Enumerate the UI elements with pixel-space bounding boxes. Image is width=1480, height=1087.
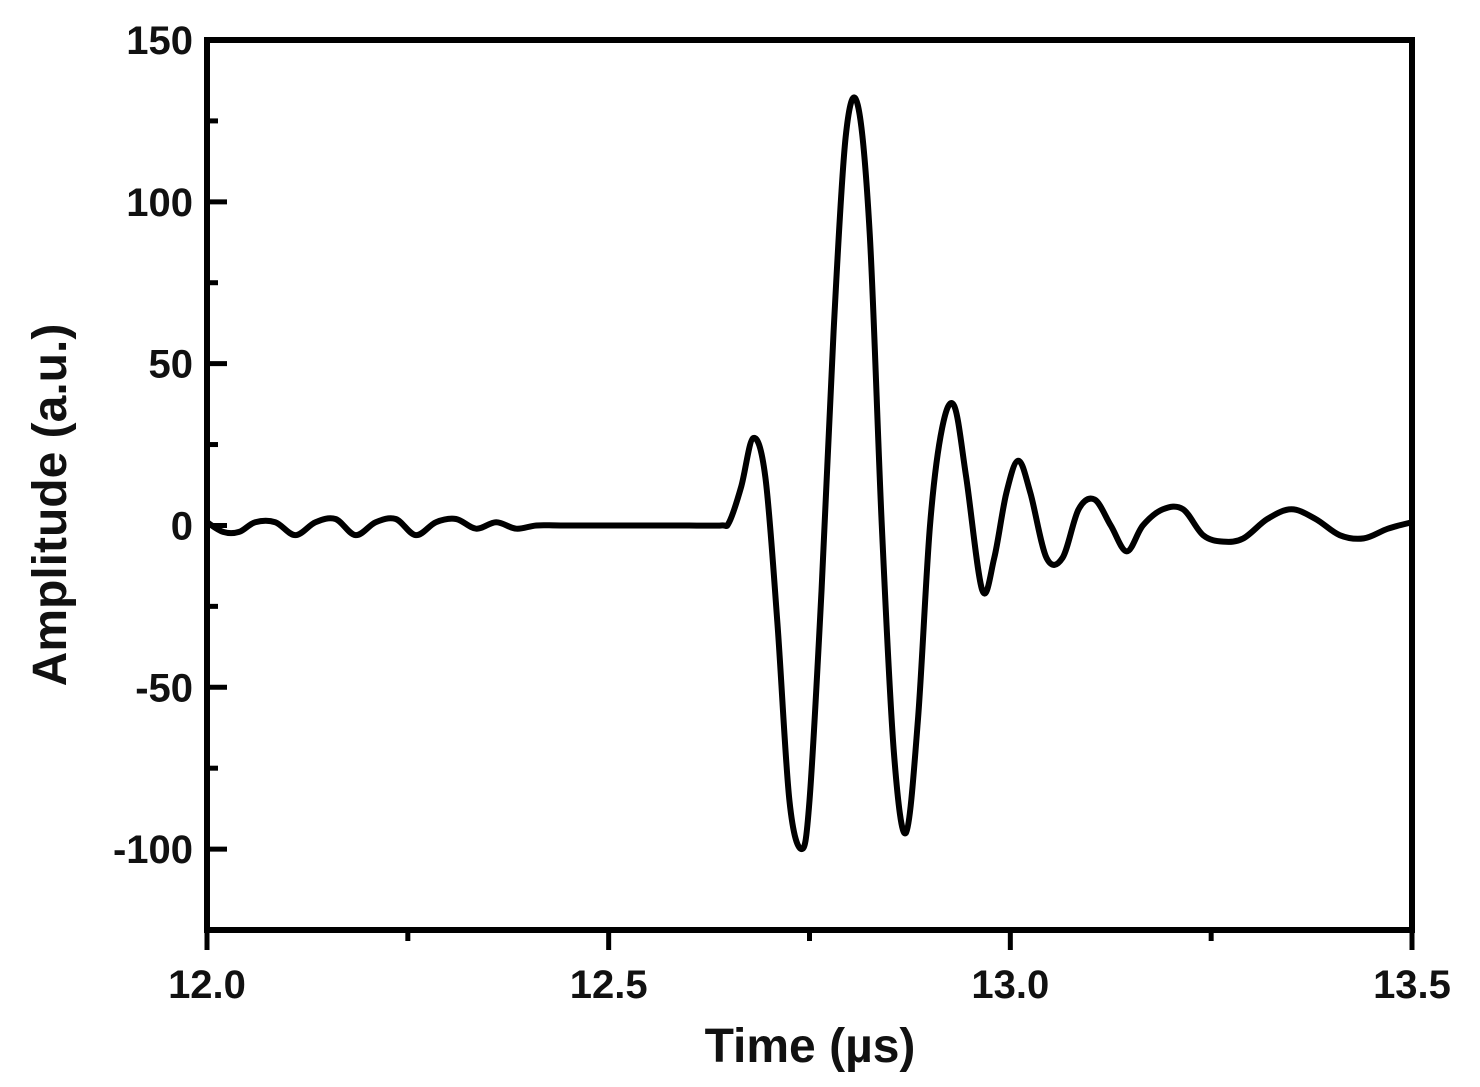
y-tick-label: 0	[171, 504, 193, 548]
x-tick-label: 13.0	[971, 963, 1049, 1007]
y-tick-label: -50	[135, 666, 193, 710]
x-axis-title: Time (µs)	[705, 1020, 916, 1073]
series-line	[204, 94, 1415, 853]
x-tick-label: 12.5	[570, 963, 648, 1007]
y-tick-label: 100	[126, 181, 193, 225]
y-tick-label: 150	[126, 19, 193, 63]
x-tick-label: 13.5	[1373, 963, 1451, 1007]
y-tick-label: 50	[149, 343, 194, 387]
x-axis-ticks	[204, 930, 1415, 950]
y-tick-label: -100	[113, 828, 193, 872]
y-axis-title: Amplitude (a.u.)	[24, 324, 77, 687]
y-axis-tick-labels: 150 100 50 0 -50 -100	[113, 19, 193, 872]
x-tick-label: 12.0	[168, 963, 246, 1007]
x-axis-tick-labels: 12.0 12.5 13.0 13.5	[168, 963, 1451, 1007]
